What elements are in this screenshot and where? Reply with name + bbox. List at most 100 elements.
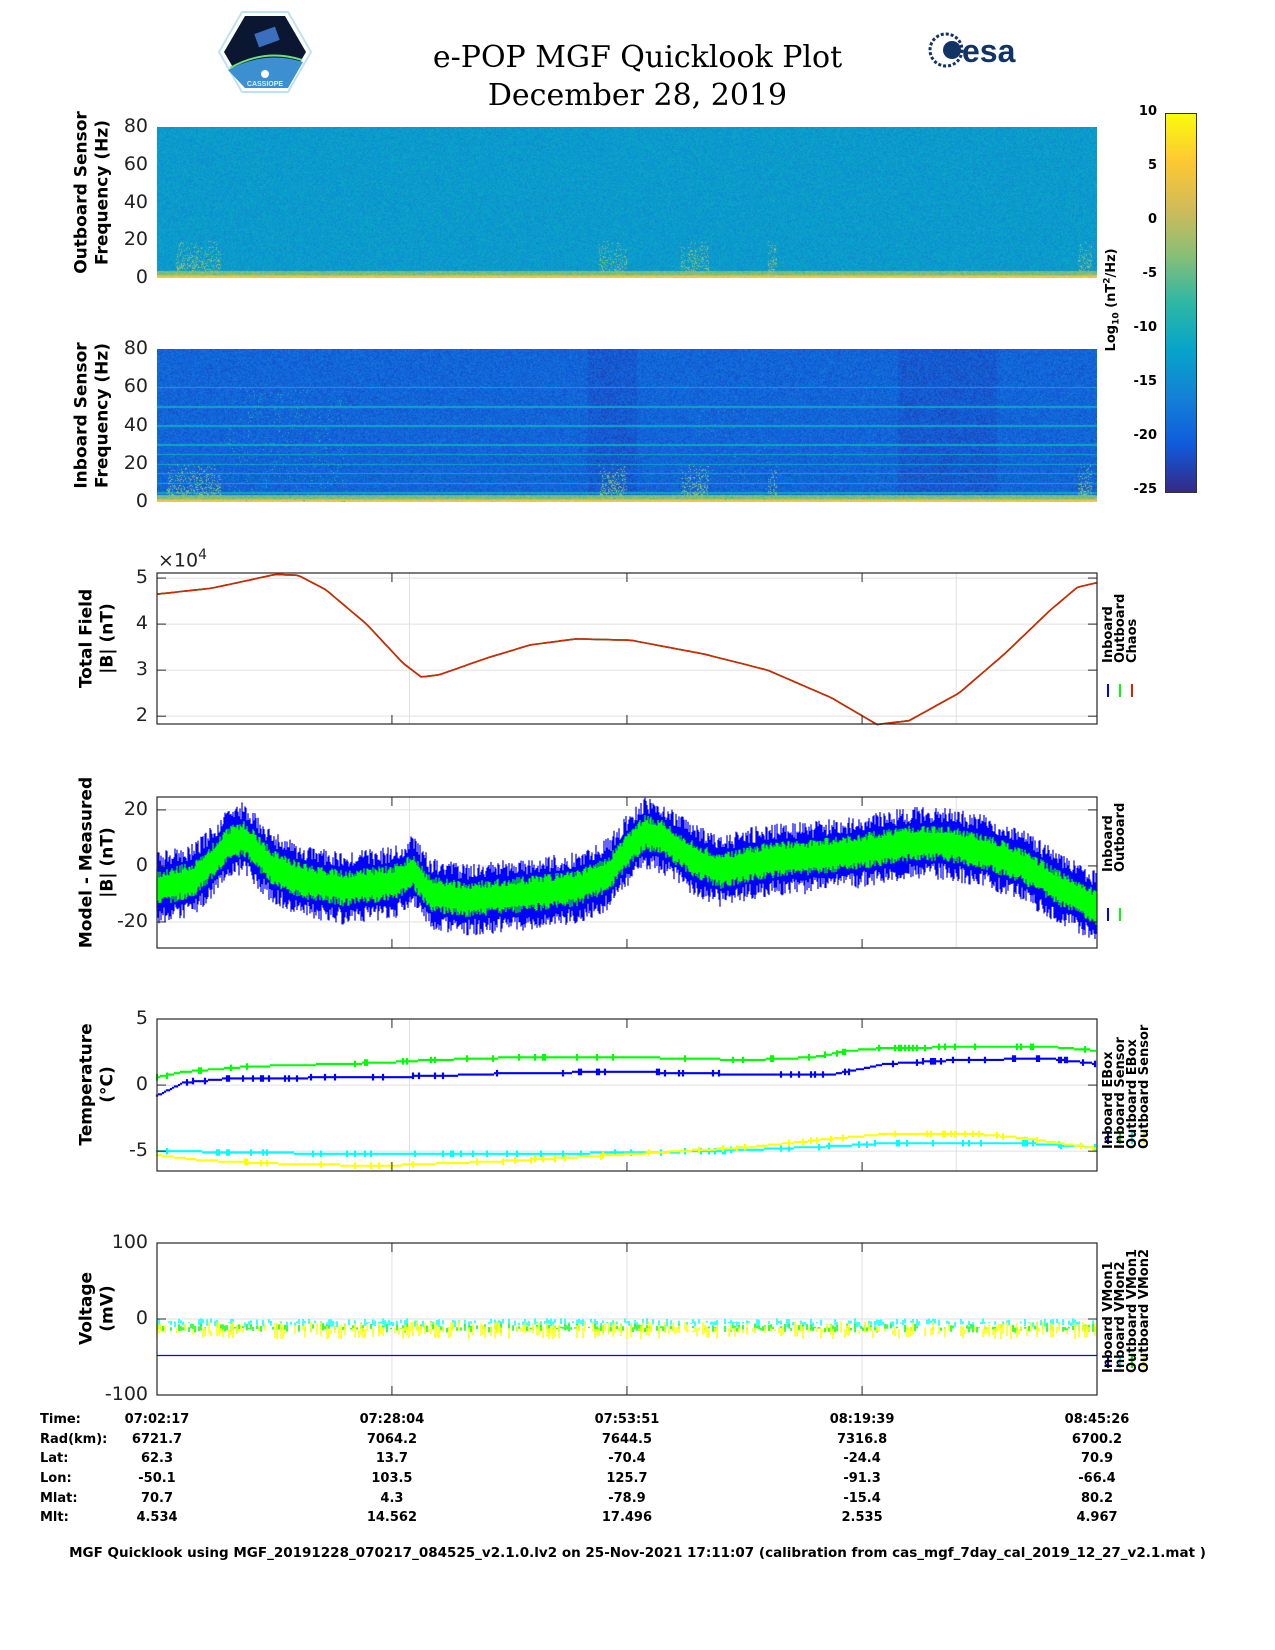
ephemeris-cell: 80.2 xyxy=(1080,1491,1114,1506)
y-tick-label: 5 xyxy=(135,566,148,589)
y-axis-label-line2: (°C) xyxy=(97,1066,118,1103)
y-axis-label-line1: Model - Measured xyxy=(76,776,97,948)
series-chaos xyxy=(156,573,1098,726)
y-tick-label: 40 xyxy=(123,413,148,436)
y-axis-label-line1: Temperature xyxy=(76,1023,97,1146)
y-axis-label-line1: Total Field xyxy=(76,588,97,688)
ephemeris-cell: -91.3 xyxy=(843,1471,881,1486)
series-inboard-sensor xyxy=(155,1043,1097,1081)
ephemeris-cell: 125.7 xyxy=(606,1471,648,1486)
ephemeris-row-label: Lat: xyxy=(40,1451,69,1466)
colorbar-tick-label: -15 xyxy=(1133,374,1158,389)
y-axis-label-line2: |B| (nT) xyxy=(97,826,118,898)
ephemeris-cell: 6721.7 xyxy=(131,1432,183,1447)
colorbar-tick-label: -25 xyxy=(1133,482,1158,497)
y-tick-label: 20 xyxy=(123,451,148,474)
ephemeris-cell: -66.4 xyxy=(1078,1471,1116,1486)
colorbar-tick-label: -10 xyxy=(1133,320,1158,335)
ephemeris-row-label: Time: xyxy=(40,1412,81,1427)
ephemeris-cell: 14.562 xyxy=(366,1510,417,1525)
y-tick-label: 0 xyxy=(135,853,148,876)
y-axis-label-line1: Voltage xyxy=(76,1271,97,1346)
y-axis-label-line2: |B| (nT) xyxy=(97,602,118,674)
ephemeris-cell: 07:53:51 xyxy=(594,1412,660,1427)
y-tick-label: 60 xyxy=(123,152,148,175)
legend: Inboard Outboard Chaos xyxy=(1101,573,1140,663)
inboard-spectrogram xyxy=(157,349,1097,502)
ephemeris-cell: 08:19:39 xyxy=(829,1412,895,1427)
footer-text: MGF Quicklook using MGF_20191228_070217_… xyxy=(69,1545,1206,1561)
ephemeris-cell: -78.9 xyxy=(608,1491,646,1506)
legend-label: Outboard VMon2 xyxy=(1137,1248,1152,1373)
y-tick-label: -5 xyxy=(129,1139,148,1162)
y-axis-label-line1: Outboard Sensor xyxy=(71,110,92,274)
axis-exponent: ×104 xyxy=(158,547,207,571)
colorbar-tick-label: 5 xyxy=(1147,158,1157,173)
colorbar xyxy=(1165,113,1197,493)
ephemeris-cell: 4.3 xyxy=(380,1491,404,1506)
y-axis-label-line2: Frequency (Hz) xyxy=(92,342,113,488)
y-tick-label: 5 xyxy=(135,1007,148,1029)
ephemeris-cell: 4.534 xyxy=(136,1510,178,1525)
series-outboard-sensor xyxy=(155,1130,1097,1169)
ephemeris-row-label: Lon: xyxy=(40,1471,72,1486)
legend: Inboard VMon1 Inboard VMon2 Outboard VMon1… xyxy=(1101,1243,1152,1373)
y-tick-label: 40 xyxy=(123,190,148,213)
ephemeris-cell: 4.967 xyxy=(1076,1510,1118,1525)
ephemeris-cell: -50.1 xyxy=(138,1471,176,1486)
ephemeris-cell: 7064.2 xyxy=(366,1432,417,1447)
y-tick-label: 80 xyxy=(123,337,148,359)
legend: Inboard EBox Inboard Sensor Outboard EBox O… xyxy=(1101,1019,1152,1149)
plot-date: December 28, 2019 xyxy=(487,78,788,113)
y-tick-label: 0 xyxy=(135,266,148,288)
series-inboard-ebox xyxy=(155,1055,1097,1097)
plot-title: e-POP MGF Quicklook Plot xyxy=(432,40,843,75)
ephemeris-cell: 13.7 xyxy=(375,1451,408,1466)
esa-logo: esa xyxy=(928,30,1038,70)
y-tick-label: 3 xyxy=(135,658,148,681)
ephemeris-cell: 7316.8 xyxy=(836,1432,888,1447)
y-tick-label: 20 xyxy=(123,797,148,820)
ephemeris-row-label: Mlt: xyxy=(40,1510,69,1525)
ephemeris-cell: 6700.2 xyxy=(1071,1432,1123,1447)
ephemeris-cell: -15.4 xyxy=(843,1491,881,1506)
ephemeris-cell: 62.3 xyxy=(140,1451,174,1466)
colorbar-tick-label: 0 xyxy=(1147,212,1157,227)
y-tick-label: 0 xyxy=(135,1073,148,1096)
legend: Inboard Outboard xyxy=(1101,797,1128,872)
ephemeris-cell: 17.496 xyxy=(601,1510,653,1525)
y-tick-label: 100 xyxy=(111,1231,148,1253)
colorbar-tick-label: -20 xyxy=(1133,428,1158,443)
ephemeris-cell: 70.9 xyxy=(1080,1451,1114,1466)
y-tick-label: 4 xyxy=(135,612,148,635)
y-tick-label: 2 xyxy=(135,704,148,727)
ephemeris-cell: -24.4 xyxy=(843,1451,881,1466)
y-tick-label: -100 xyxy=(104,1383,148,1405)
legend-label: Chaos xyxy=(1125,618,1140,663)
ephemeris-cell: 2.535 xyxy=(841,1510,883,1525)
y-axis-label-line2: (mV) xyxy=(97,1285,118,1332)
ephemeris-cell: 07:02:17 xyxy=(124,1412,190,1427)
ephemeris-cell: -70.4 xyxy=(608,1451,646,1466)
y-tick-label: 0 xyxy=(135,1307,148,1329)
y-tick-label: -20 xyxy=(116,909,148,932)
y-tick-label: 20 xyxy=(123,228,148,251)
ephemeris-cell: 7644.5 xyxy=(601,1432,653,1447)
ephemeris-row-label: Mlat: xyxy=(40,1491,78,1506)
exponent-base: ×10 xyxy=(158,549,199,572)
y-axis-label-line2: Frequency (Hz) xyxy=(92,119,113,265)
cassiope-logo: CASSIOPE xyxy=(217,10,313,94)
exponent-power: 4 xyxy=(198,547,208,563)
outboard-spectrogram xyxy=(157,127,1097,278)
y-tick-label: 60 xyxy=(123,375,148,398)
ephemeris-cell: 70.7 xyxy=(140,1491,174,1506)
ephemeris-cell: 103.5 xyxy=(371,1471,413,1486)
legend-label: Outboard Sensor xyxy=(1137,1024,1152,1149)
y-axis-label-line1: Inboard Sensor xyxy=(71,341,92,489)
cassiope-logo-text: CASSIOPE xyxy=(247,81,284,88)
ephemeris-cell: 08:45:26 xyxy=(1064,1412,1130,1427)
ephemeris-row-label: Rad(km): xyxy=(40,1432,108,1447)
legend-label: Outboard xyxy=(1113,802,1128,872)
colorbar-tick-label: 10 xyxy=(1138,104,1157,119)
